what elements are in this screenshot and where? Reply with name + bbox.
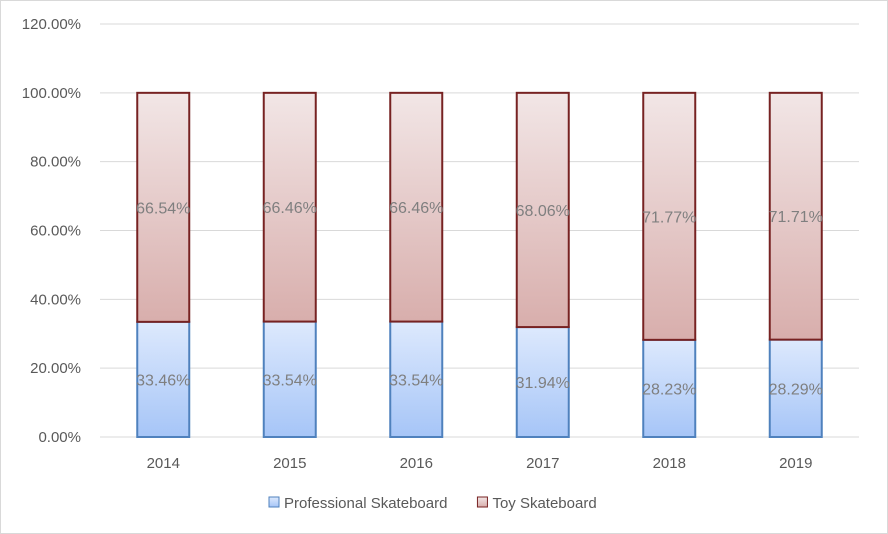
data-label: 66.46% (389, 200, 443, 217)
data-label: 28.29% (769, 381, 823, 398)
legend-swatch-icon (476, 496, 488, 508)
x-tick-label: 2016 (400, 455, 433, 472)
data-label: 33.54% (263, 372, 317, 389)
data-label: 71.77% (642, 209, 696, 226)
bar-toy-2015 (262, 91, 317, 323)
bar-toy-2014 (136, 91, 191, 323)
x-tick-label: 2017 (526, 455, 559, 472)
bar-professional-2017 (515, 326, 570, 439)
y-tick-label: 80.00% (30, 154, 81, 171)
bar-toy-2016 (389, 91, 444, 323)
y-tick-label: 40.00% (30, 291, 81, 308)
legend-swatch-icon (268, 496, 280, 508)
y-tick-label: 20.00% (30, 360, 81, 377)
data-label: 68.06% (516, 203, 570, 220)
data-label: 33.46% (136, 372, 190, 389)
x-tick-label: 2014 (147, 455, 180, 472)
bar-toy-2017 (515, 91, 570, 329)
x-tick-label: 2019 (779, 455, 812, 472)
bar-professional-2018 (642, 338, 697, 438)
data-label: 71.71% (769, 209, 823, 226)
legend: Professional Skateboard Toy Skateboard (268, 495, 597, 512)
bar-professional-2014 (136, 320, 191, 438)
data-label: 33.54% (389, 372, 443, 389)
bar-professional-2016 (389, 320, 444, 438)
y-tick-label: 100.00% (22, 85, 81, 102)
x-tick-label: 2015 (273, 455, 306, 472)
y-tick-label: 60.00% (30, 223, 81, 240)
legend-label: Toy Skateboard (492, 495, 596, 512)
data-label: 66.46% (263, 200, 317, 217)
bar-professional-2019 (768, 338, 823, 439)
legend-label: Professional Skateboard (284, 495, 447, 512)
bar-toy-2018 (642, 91, 697, 341)
data-label: 28.23% (642, 381, 696, 398)
bar-professional-2015 (262, 320, 317, 438)
data-label: 66.54% (136, 200, 190, 217)
y-tick-label: 0.00% (38, 429, 81, 446)
y-tick-label: 120.00% (22, 16, 81, 33)
x-tick-label: 2018 (653, 455, 686, 472)
data-label: 31.94% (516, 375, 570, 392)
bar-toy-2019 (768, 91, 823, 341)
